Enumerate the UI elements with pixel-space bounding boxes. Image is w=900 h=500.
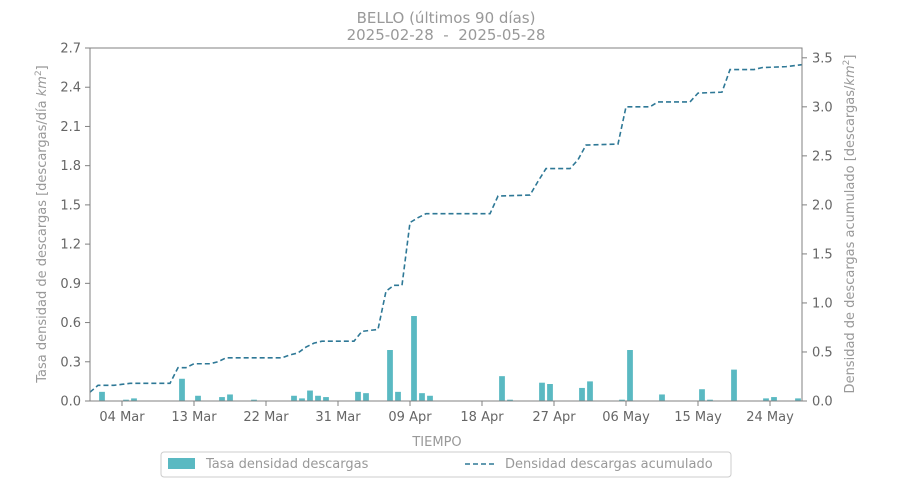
bar xyxy=(659,394,665,401)
x-tick-label: 04 Mar xyxy=(99,410,145,425)
y-right-tick-label: 3.5 xyxy=(812,51,833,66)
y-left-tick-label: 0.6 xyxy=(60,316,81,331)
bar xyxy=(131,398,137,401)
bar xyxy=(227,394,233,401)
y-right-tick-label: 1.5 xyxy=(812,247,833,262)
bar xyxy=(195,395,201,401)
y-left-tick-label: 2.4 xyxy=(60,81,81,96)
bar xyxy=(499,376,505,401)
bar xyxy=(507,399,513,401)
y-right-tick-label: 0.0 xyxy=(812,395,833,410)
legend-line-label: Densidad descargas acumulado xyxy=(505,457,713,472)
y-axis-right-label: Densidad de descargas acumulado [descarg… xyxy=(842,55,858,394)
x-tick-label: 13 Mar xyxy=(171,410,217,425)
y-left-tick-label: 0.9 xyxy=(60,277,81,292)
y-right-tick-label: 0.5 xyxy=(812,345,833,360)
legend: Tasa densidad descargas Densidad descarg… xyxy=(160,451,732,478)
bar xyxy=(579,387,585,401)
bar xyxy=(771,397,777,401)
y-left-tick-label: 1.5 xyxy=(60,198,81,213)
bar xyxy=(539,382,545,401)
bar xyxy=(619,399,625,401)
bar xyxy=(291,395,297,401)
bar xyxy=(387,350,393,401)
bar xyxy=(123,399,129,401)
bar xyxy=(251,399,257,401)
legend-bar-swatch xyxy=(168,458,195,469)
bar xyxy=(547,384,553,401)
x-tick-label: 06 May xyxy=(602,410,650,425)
bar xyxy=(99,391,105,401)
y-right-tick-label: 2.0 xyxy=(812,198,833,213)
x-tick-label: 24 May xyxy=(746,410,794,425)
bar xyxy=(699,389,705,401)
bar xyxy=(299,398,305,401)
bar xyxy=(731,369,737,401)
x-tick-label: 22 Mar xyxy=(243,410,289,425)
y-left-tick-label: 2.7 xyxy=(60,42,81,57)
y-left-tick-label: 1.8 xyxy=(60,159,81,174)
chart-title: BELLO (últimos 90 días) xyxy=(357,9,536,27)
y-axis-left-label: Tasa densidad de descargas [descargas/dí… xyxy=(34,65,50,384)
bar xyxy=(395,391,401,401)
bar xyxy=(427,395,433,401)
x-tick-label: 15 May xyxy=(674,410,722,425)
bar xyxy=(587,381,593,401)
bar xyxy=(795,398,801,401)
bar xyxy=(323,397,329,401)
bar xyxy=(355,391,361,401)
bar xyxy=(707,399,713,401)
legend-bar-label: Tasa densidad descargas xyxy=(205,457,369,472)
x-axis: 04 Mar 13 Mar 22 Mar 31 Mar 09 Apr 18 Apr 27 A… xyxy=(99,401,794,425)
x-tick-label: 09 Apr xyxy=(388,410,432,425)
y-right-tick-label: 1.0 xyxy=(812,296,833,311)
bar xyxy=(179,378,185,401)
cumulative-line xyxy=(89,63,803,393)
chart-subtitle: 2025-02-28 - 2025-05-28 xyxy=(347,26,546,44)
bar xyxy=(411,316,417,401)
bar xyxy=(763,398,769,401)
bar xyxy=(419,393,425,401)
bar xyxy=(307,390,313,401)
bar xyxy=(627,350,633,401)
y-axis-right: 0.0 0.5 1.0 1.5 2.0 2.5 3.0 3.5 xyxy=(802,51,833,410)
bar xyxy=(219,397,225,401)
y-left-tick-label: 2.1 xyxy=(60,120,81,135)
bar-series xyxy=(99,316,801,401)
legend-frame xyxy=(160,451,732,478)
plot-frame xyxy=(89,47,803,402)
x-axis-label: TIEMPO xyxy=(411,435,461,450)
x-tick-label: 31 Mar xyxy=(315,410,361,425)
y-axis-left: 0.0 0.3 0.6 0.9 1.2 1.5 1.8 2.1 2.4 2.7 xyxy=(60,42,90,410)
y-left-tick-label: 0.3 xyxy=(60,355,81,370)
y-right-tick-label: 3.0 xyxy=(812,100,833,115)
y-left-tick-label: 0.0 xyxy=(60,395,81,410)
y-left-tick-label: 1.2 xyxy=(60,238,81,253)
bar xyxy=(315,395,321,401)
x-tick-label: 27 Apr xyxy=(532,410,576,425)
x-tick-label: 18 Apr xyxy=(460,410,504,425)
bar xyxy=(363,393,369,401)
y-right-tick-label: 2.5 xyxy=(812,149,833,164)
